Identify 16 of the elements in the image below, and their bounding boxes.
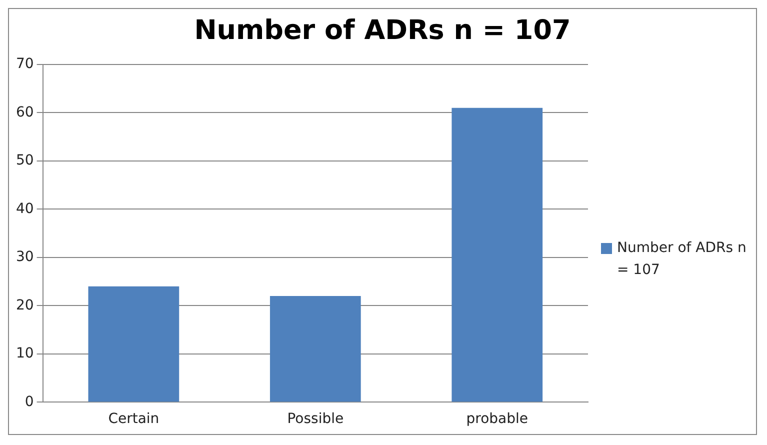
y-tick-label: 0 (24, 394, 34, 410)
x-tick-label: Certain (108, 411, 160, 428)
x-tick-label: Possible (287, 411, 344, 428)
legend-label: Number of ADRs n = 107 (617, 239, 748, 280)
bar (452, 108, 543, 402)
y-tick-label: 60 (16, 104, 34, 120)
y-tick-label: 70 (16, 56, 34, 72)
bar (88, 286, 180, 402)
bar (270, 296, 361, 402)
x-tick-label: probable (466, 411, 528, 428)
y-tick-label: 20 (16, 297, 34, 314)
y-tick-label: 30 (16, 249, 34, 266)
y-tick-label: 40 (16, 200, 34, 217)
y-tick-label: 10 (16, 346, 34, 362)
chart-title: Number of ADRs n = 107 (193, 14, 572, 48)
y-tick-label: 50 (16, 152, 34, 169)
